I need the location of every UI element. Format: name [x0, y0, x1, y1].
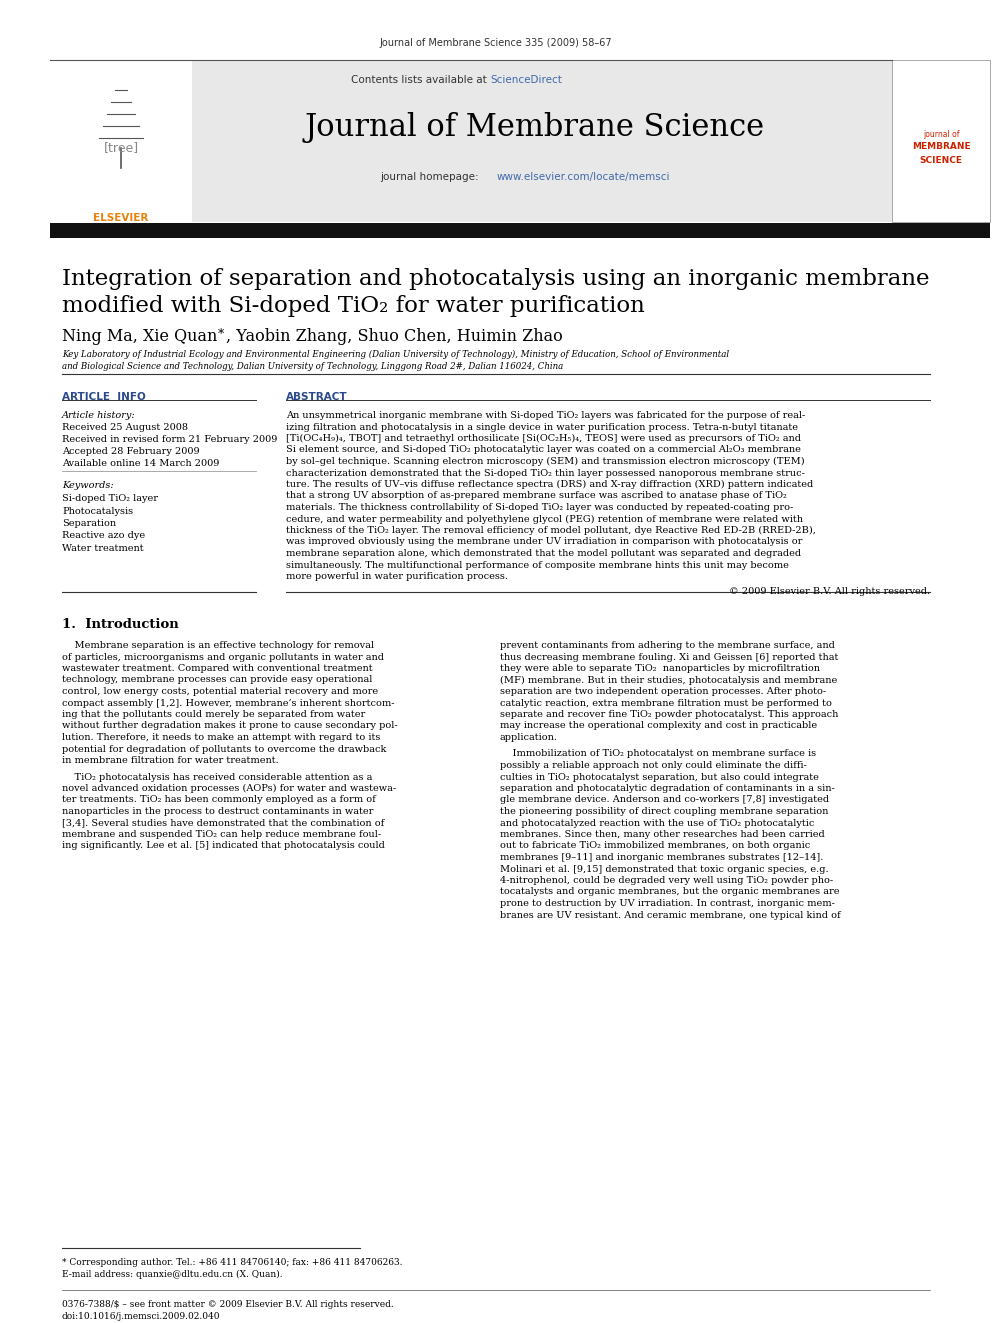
Text: izing filtration and photocatalysis in a single device in water purification pro: izing filtration and photocatalysis in a… [286, 422, 798, 431]
Text: Key Laboratory of Industrial Ecology and Environmental Engineering (Dalian Unive: Key Laboratory of Industrial Ecology and… [62, 351, 729, 359]
Text: control, low energy costs, potential material recovery and more: control, low energy costs, potential mat… [62, 687, 378, 696]
Text: tocatalysts and organic membranes, but the organic membranes are: tocatalysts and organic membranes, but t… [500, 888, 839, 897]
Text: doi:10.1016/j.memsci.2009.02.040: doi:10.1016/j.memsci.2009.02.040 [62, 1312, 220, 1320]
Text: membrane and suspended TiO₂ can help reduce membrane foul-: membrane and suspended TiO₂ can help red… [62, 830, 381, 839]
Text: Molinari et al. [9,15] demonstrated that toxic organic species, e.g.: Molinari et al. [9,15] demonstrated that… [500, 864, 828, 873]
Text: 4-nitrophenol, could be degraded very well using TiO₂ powder pho-: 4-nitrophenol, could be degraded very we… [500, 876, 833, 885]
Text: journal of: journal of [923, 130, 959, 139]
Text: cedure, and water permeability and polyethylene glycol (PEG) retention of membra: cedure, and water permeability and polye… [286, 515, 803, 524]
Text: compact assembly [1,2]. However, membrane’s inherent shortcom-: compact assembly [1,2]. However, membran… [62, 699, 395, 708]
Text: was improved obviously using the membrane under UV irradiation in comparison wit: was improved obviously using the membran… [286, 537, 803, 546]
Text: prone to destruction by UV irradiation. In contrast, inorganic mem-: prone to destruction by UV irradiation. … [500, 900, 835, 908]
Bar [50, 224, 990, 238]
Text: the pioneering possibility of direct coupling membrane separation: the pioneering possibility of direct cou… [500, 807, 828, 816]
Text: Photocatalysis: Photocatalysis [62, 507, 133, 516]
Text: modified with Si-doped TiO₂ for water purification: modified with Si-doped TiO₂ for water pu… [62, 295, 645, 318]
Text: by sol–gel technique. Scanning electron microscopy (SEM) and transmission electr: by sol–gel technique. Scanning electron … [286, 456, 805, 466]
Text: separation and photocatalytic degradation of contaminants in a sin-: separation and photocatalytic degradatio… [500, 785, 834, 792]
Text: characterization demonstrated that the Si-doped TiO₂ thin layer possessed nanopo: characterization demonstrated that the S… [286, 468, 805, 478]
Text: novel advanced oxidation processes (AOPs) for water and wastewa-: novel advanced oxidation processes (AOPs… [62, 785, 396, 792]
Text: application.: application. [500, 733, 558, 742]
Text: Journal of Membrane Science: Journal of Membrane Science [305, 112, 765, 143]
Text: potential for degradation of pollutants to overcome the drawback: potential for degradation of pollutants … [62, 745, 386, 754]
Text: catalytic reaction, extra membrane filtration must be performed to: catalytic reaction, extra membrane filtr… [500, 699, 832, 708]
Text: Journal of Membrane Science 335 (2009) 58–67: Journal of Membrane Science 335 (2009) 5… [380, 38, 612, 48]
Text: of particles, microorganisms and organic pollutants in water and: of particles, microorganisms and organic… [62, 652, 384, 662]
Text: E-mail address: quanxie@dltu.edu.cn (X. Quan).: E-mail address: quanxie@dltu.edu.cn (X. … [62, 1270, 283, 1279]
Text: * Corresponding author. Tel.: +86 411 84706140; fax: +86 411 84706263.: * Corresponding author. Tel.: +86 411 84… [62, 1258, 403, 1267]
Text: that a strong UV absorption of as-prepared membrane surface was ascribed to anat: that a strong UV absorption of as-prepar… [286, 492, 787, 500]
Text: Si element source, and Si-doped TiO₂ photocatalytic layer was coated on a commer: Si element source, and Si-doped TiO₂ pho… [286, 446, 801, 455]
Text: and photocatalyzed reaction with the use of TiO₂ photocatalytic: and photocatalyzed reaction with the use… [500, 819, 814, 827]
Text: Received 25 August 2008: Received 25 August 2008 [62, 423, 188, 433]
Text: www.elsevier.com/locate/memsci: www.elsevier.com/locate/memsci [497, 172, 671, 183]
Text: Reactive azo dye: Reactive azo dye [62, 532, 145, 541]
Text: TiO₂ photocatalysis has received considerable attention as a: TiO₂ photocatalysis has received conside… [62, 773, 372, 782]
Text: Water treatment: Water treatment [62, 544, 144, 553]
Text: wastewater treatment. Compared with conventional treatment: wastewater treatment. Compared with conv… [62, 664, 373, 673]
Text: without further degradation makes it prone to cause secondary pol-: without further degradation makes it pro… [62, 721, 398, 730]
Text: (MF) membrane. But in their studies, photocatalysis and membrane: (MF) membrane. But in their studies, pho… [500, 676, 837, 684]
Text: Available online 14 March 2009: Available online 14 March 2009 [62, 459, 219, 468]
Text: Membrane separation is an effective technology for removal: Membrane separation is an effective tech… [62, 642, 374, 650]
Text: [Ti(OC₄H₉)₄, TBOT] and tetraethyl orthosilicate [Si(OC₂H₅)₄, TEOS] were used as : [Ti(OC₄H₉)₄, TBOT] and tetraethyl orthos… [286, 434, 801, 443]
Text: separate and recover fine TiO₂ powder photocatalyst. This approach: separate and recover fine TiO₂ powder ph… [500, 710, 838, 718]
Text: Article history:: Article history: [62, 411, 136, 419]
Text: An unsymmetrical inorganic membrane with Si-doped TiO₂ layers was fabricated for: An unsymmetrical inorganic membrane with… [286, 411, 806, 419]
Text: more powerful in water purification process.: more powerful in water purification proc… [286, 572, 508, 581]
Bar [50, 60, 892, 222]
Text: ter treatments. TiO₂ has been commonly employed as a form of: ter treatments. TiO₂ has been commonly e… [62, 795, 376, 804]
Text: technology, membrane processes can provide easy operational: technology, membrane processes can provi… [62, 676, 372, 684]
Text: , Yaobin Zhang, Shuo Chen, Huimin Zhao: , Yaobin Zhang, Shuo Chen, Huimin Zhao [226, 328, 562, 345]
Text: Contents lists available at: Contents lists available at [351, 75, 490, 85]
Text: thickness of the TiO₂ layer. The removal efficiency of model pollutant, dye Reac: thickness of the TiO₂ layer. The removal… [286, 527, 815, 534]
Text: ABSTRACT: ABSTRACT [286, 392, 347, 402]
Text: ing that the pollutants could merely be separated from water: ing that the pollutants could merely be … [62, 710, 365, 718]
Text: Accepted 28 February 2009: Accepted 28 February 2009 [62, 447, 199, 456]
Text: Keywords:: Keywords: [62, 482, 114, 490]
Text: gle membrane device. Anderson and co-workers [7,8] investigated: gle membrane device. Anderson and co-wor… [500, 795, 829, 804]
Text: ing significantly. Lee et al. [5] indicated that photocatalysis could: ing significantly. Lee et al. [5] indica… [62, 841, 385, 851]
Text: *: * [218, 328, 224, 341]
Text: Ning Ma, Xie Quan: Ning Ma, Xie Quan [62, 328, 217, 345]
Text: ture. The results of UV–vis diffuse reflectance spectra (DRS) and X-ray diffract: ture. The results of UV–vis diffuse refl… [286, 480, 813, 490]
Text: Si-doped TiO₂ layer: Si-doped TiO₂ layer [62, 493, 158, 503]
Text: membranes [9–11] and inorganic membranes substrates [12–14].: membranes [9–11] and inorganic membranes… [500, 853, 823, 863]
Text: separation are two independent operation processes. After photo-: separation are two independent operation… [500, 687, 826, 696]
Text: Separation: Separation [62, 519, 116, 528]
Text: 0376-7388/$ – see front matter © 2009 Elsevier B.V. All rights reserved.: 0376-7388/$ – see front matter © 2009 El… [62, 1301, 394, 1308]
Text: possibly a reliable approach not only could eliminate the diffi-: possibly a reliable approach not only co… [500, 761, 806, 770]
Text: branes are UV resistant. And ceramic membrane, one typical kind of: branes are UV resistant. And ceramic mem… [500, 910, 840, 919]
Text: MEMBRANE: MEMBRANE [912, 142, 970, 151]
Text: and Biological Science and Technology, Dalian University of Technology, Linggong: and Biological Science and Technology, D… [62, 363, 563, 370]
Text: ELSEVIER: ELSEVIER [93, 213, 149, 224]
Text: membrane separation alone, which demonstrated that the model pollutant was separ: membrane separation alone, which demonst… [286, 549, 802, 558]
Bar [50, 60, 192, 222]
Text: [3,4]. Several studies have demonstrated that the combination of: [3,4]. Several studies have demonstrated… [62, 819, 384, 827]
Text: 1.  Introduction: 1. Introduction [62, 618, 179, 631]
Text: nanoparticles in the process to destruct contaminants in water: nanoparticles in the process to destruct… [62, 807, 373, 816]
Text: out to fabricate TiO₂ immobilized membranes, on both organic: out to fabricate TiO₂ immobilized membra… [500, 841, 810, 851]
Text: prevent contaminants from adhering to the membrane surface, and: prevent contaminants from adhering to th… [500, 642, 835, 650]
Text: journal homepage:: journal homepage: [380, 172, 482, 183]
Text: culties in TiO₂ photocatalyst separation, but also could integrate: culties in TiO₂ photocatalyst separation… [500, 773, 818, 782]
Text: thus decreasing membrane fouling. Xi and Geissen [6] reported that: thus decreasing membrane fouling. Xi and… [500, 652, 838, 662]
Text: [tree]: [tree] [103, 142, 139, 155]
Text: SCIENCE: SCIENCE [920, 156, 962, 165]
Text: in membrane filtration for water treatment.: in membrane filtration for water treatme… [62, 755, 279, 765]
Text: they were able to separate TiO₂  nanoparticles by microfiltration: they were able to separate TiO₂ nanopart… [500, 664, 820, 673]
Text: Immobilization of TiO₂ photocatalyst on membrane surface is: Immobilization of TiO₂ photocatalyst on … [500, 750, 816, 758]
Text: lution. Therefore, it needs to make an attempt with regard to its: lution. Therefore, it needs to make an a… [62, 733, 380, 742]
Text: may increase the operational complexity and cost in practicable: may increase the operational complexity … [500, 721, 817, 730]
Text: materials. The thickness controllability of Si-doped TiO₂ layer was conducted by: materials. The thickness controllability… [286, 503, 794, 512]
Text: ARTICLE  INFO: ARTICLE INFO [62, 392, 146, 402]
Text: membranes. Since then, many other researches had been carried: membranes. Since then, many other resear… [500, 830, 824, 839]
Text: simultaneously. The multifunctional performance of composite membrane hints this: simultaneously. The multifunctional perf… [286, 561, 789, 569]
Text: © 2009 Elsevier B.V. All rights reserved.: © 2009 Elsevier B.V. All rights reserved… [729, 587, 930, 597]
Bar [892, 60, 990, 222]
Text: Received in revised form 21 February 2009: Received in revised form 21 February 200… [62, 435, 278, 445]
Text: ScienceDirect: ScienceDirect [490, 75, 561, 85]
Text: Integration of separation and photocatalysis using an inorganic membrane: Integration of separation and photocatal… [62, 269, 930, 290]
